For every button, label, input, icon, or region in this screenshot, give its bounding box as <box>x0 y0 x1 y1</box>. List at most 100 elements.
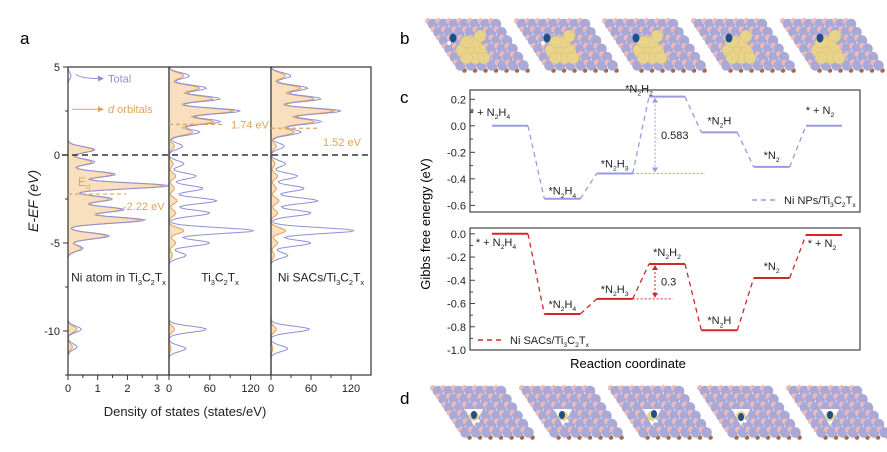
dos-xtick-label: 0 <box>65 383 71 395</box>
dos-frame <box>270 66 372 376</box>
ti-atom <box>784 418 796 430</box>
total-dos-line <box>270 66 355 375</box>
dos-xlabel: Density of states (states/eV) <box>104 404 267 419</box>
ti-atom <box>606 418 618 430</box>
ti-atom <box>873 418 885 430</box>
dos-ytick-label: 0 <box>54 150 60 162</box>
energy-ytick-label: 0.2 <box>451 94 466 106</box>
ti-atom <box>490 18 502 30</box>
panel-label-d: d <box>400 389 409 408</box>
dos-xtick-label: 120 <box>342 383 360 395</box>
ti-atom <box>756 18 768 30</box>
energy-ytick-label: -0.8 <box>447 322 466 334</box>
energy-ytick-label: 0.0 <box>451 121 466 133</box>
ti-atom <box>790 427 801 438</box>
panel-d-structures <box>430 385 887 440</box>
adsorbate-hydrogen <box>476 419 480 423</box>
ti-atom <box>773 402 785 413</box>
ni-atom <box>549 35 562 49</box>
ti-atom <box>867 51 879 63</box>
dos-xtick-label: 1 <box>95 383 101 395</box>
barrier-arrowhead-down <box>652 292 658 298</box>
ti-atom <box>701 427 712 438</box>
ti-atom <box>851 27 862 38</box>
ti-atom <box>868 410 879 422</box>
ni-atom <box>562 29 576 43</box>
ti-atom <box>501 35 513 46</box>
dos-xtick-label: 3 <box>154 383 160 395</box>
energy-ytick-label: -0.6 <box>447 299 466 311</box>
d-band-center-label: -2.22 eV <box>123 201 165 213</box>
ti-atom <box>601 51 613 63</box>
panel-a-dos-chart: E-EF (eV) 5 0 -5 -10 0 1 2 3 -2.22 eV Ed Ni atom in… <box>25 62 372 419</box>
ti-atom <box>684 43 695 55</box>
adsorbate-nitrogen <box>827 411 833 419</box>
dos-xtick-label: 2 <box>124 383 130 395</box>
ni-atom <box>832 51 846 65</box>
energy-ytick-label: -0.2 <box>447 252 466 264</box>
energy-step-label: *N2H2 <box>625 84 653 98</box>
energy-connector <box>527 233 545 315</box>
ti-atom <box>689 51 701 63</box>
adsorbate-nitrogen <box>543 33 551 43</box>
ni-np-structure <box>425 18 530 73</box>
barrier-label: 0.3 <box>661 276 676 288</box>
ti-atom <box>667 18 679 30</box>
ti-atom <box>778 51 790 63</box>
dos-xtick-label: 120 <box>241 383 259 395</box>
legend-total-arrowhead <box>98 75 104 82</box>
panel-label-c: c <box>400 88 409 107</box>
ni-atom <box>549 51 562 65</box>
ni-sac-structure <box>786 385 887 440</box>
ni-atom <box>637 51 650 65</box>
energy-ytick-label: 0.0 <box>451 229 466 241</box>
energy-step-label: * + N2H4 <box>470 107 511 121</box>
adsorbate-hydrogen <box>447 41 451 45</box>
d-orbital-area <box>271 67 335 375</box>
panel-c-top-chart: 0.2 0.0 -0.2 -0.4 -0.6 * + N2H4 *N2H4 *N2H3 *N2H… <box>447 84 861 213</box>
ni-atom <box>650 29 664 43</box>
ni-atom <box>460 35 473 49</box>
ti-atom <box>862 43 873 55</box>
dos-ytick-label: -5 <box>50 238 60 250</box>
energy-step-label: *N2H3 <box>601 284 629 298</box>
ti-atom <box>596 43 607 55</box>
ti-atom <box>673 385 685 397</box>
dos-subpanel-label: Ni SACs/Ti3C2Tx <box>278 271 365 287</box>
dos-subpanel-label: Ti3C2Tx <box>201 271 239 287</box>
ti-atom <box>762 27 773 38</box>
energy-connector <box>736 132 755 168</box>
d-orbital-area <box>169 67 234 375</box>
panel-c-xlabel: Reaction coordinate <box>570 356 686 371</box>
adsorbate-nitrogen <box>651 410 657 418</box>
ti-atom <box>851 385 863 397</box>
ti-atom <box>501 394 512 405</box>
panel-c-axis-labels: Gibbs free energy (eV) Reaction coordina… <box>418 158 686 371</box>
adsorbate-nitrogen <box>816 33 824 43</box>
energy-connector <box>632 263 650 300</box>
ti-atom <box>862 402 874 413</box>
energy-ytick-label: -1.0 <box>447 345 466 357</box>
adsorbate-nitrogen <box>725 33 733 43</box>
energy-ytick-label: -0.4 <box>447 275 466 287</box>
adsorbate-hydrogen <box>743 419 747 423</box>
ti-atom <box>523 427 534 438</box>
energy-step-label: * + N2 <box>806 105 835 119</box>
dos-xtick-label: 60 <box>305 383 317 395</box>
dos-xtick-label: 60 <box>204 383 216 395</box>
dos-ylabel: E-EF (eV) <box>25 170 41 232</box>
energy-ytick-label: -0.4 <box>447 174 466 186</box>
adsorbate-hydrogen <box>541 41 545 45</box>
ti-atom <box>695 60 706 71</box>
ti-atom <box>601 410 612 422</box>
energy-step-label: *N2 <box>764 150 780 164</box>
ti-atom <box>684 402 696 413</box>
legend-total-label: Total <box>108 73 131 85</box>
ni-np-structure <box>602 18 707 73</box>
ti-atom <box>506 402 518 413</box>
d-band-center-label: 1.74 eV <box>231 119 270 131</box>
ti-atom <box>579 18 591 30</box>
ti-atom <box>784 60 795 71</box>
ti-atom <box>607 60 618 71</box>
